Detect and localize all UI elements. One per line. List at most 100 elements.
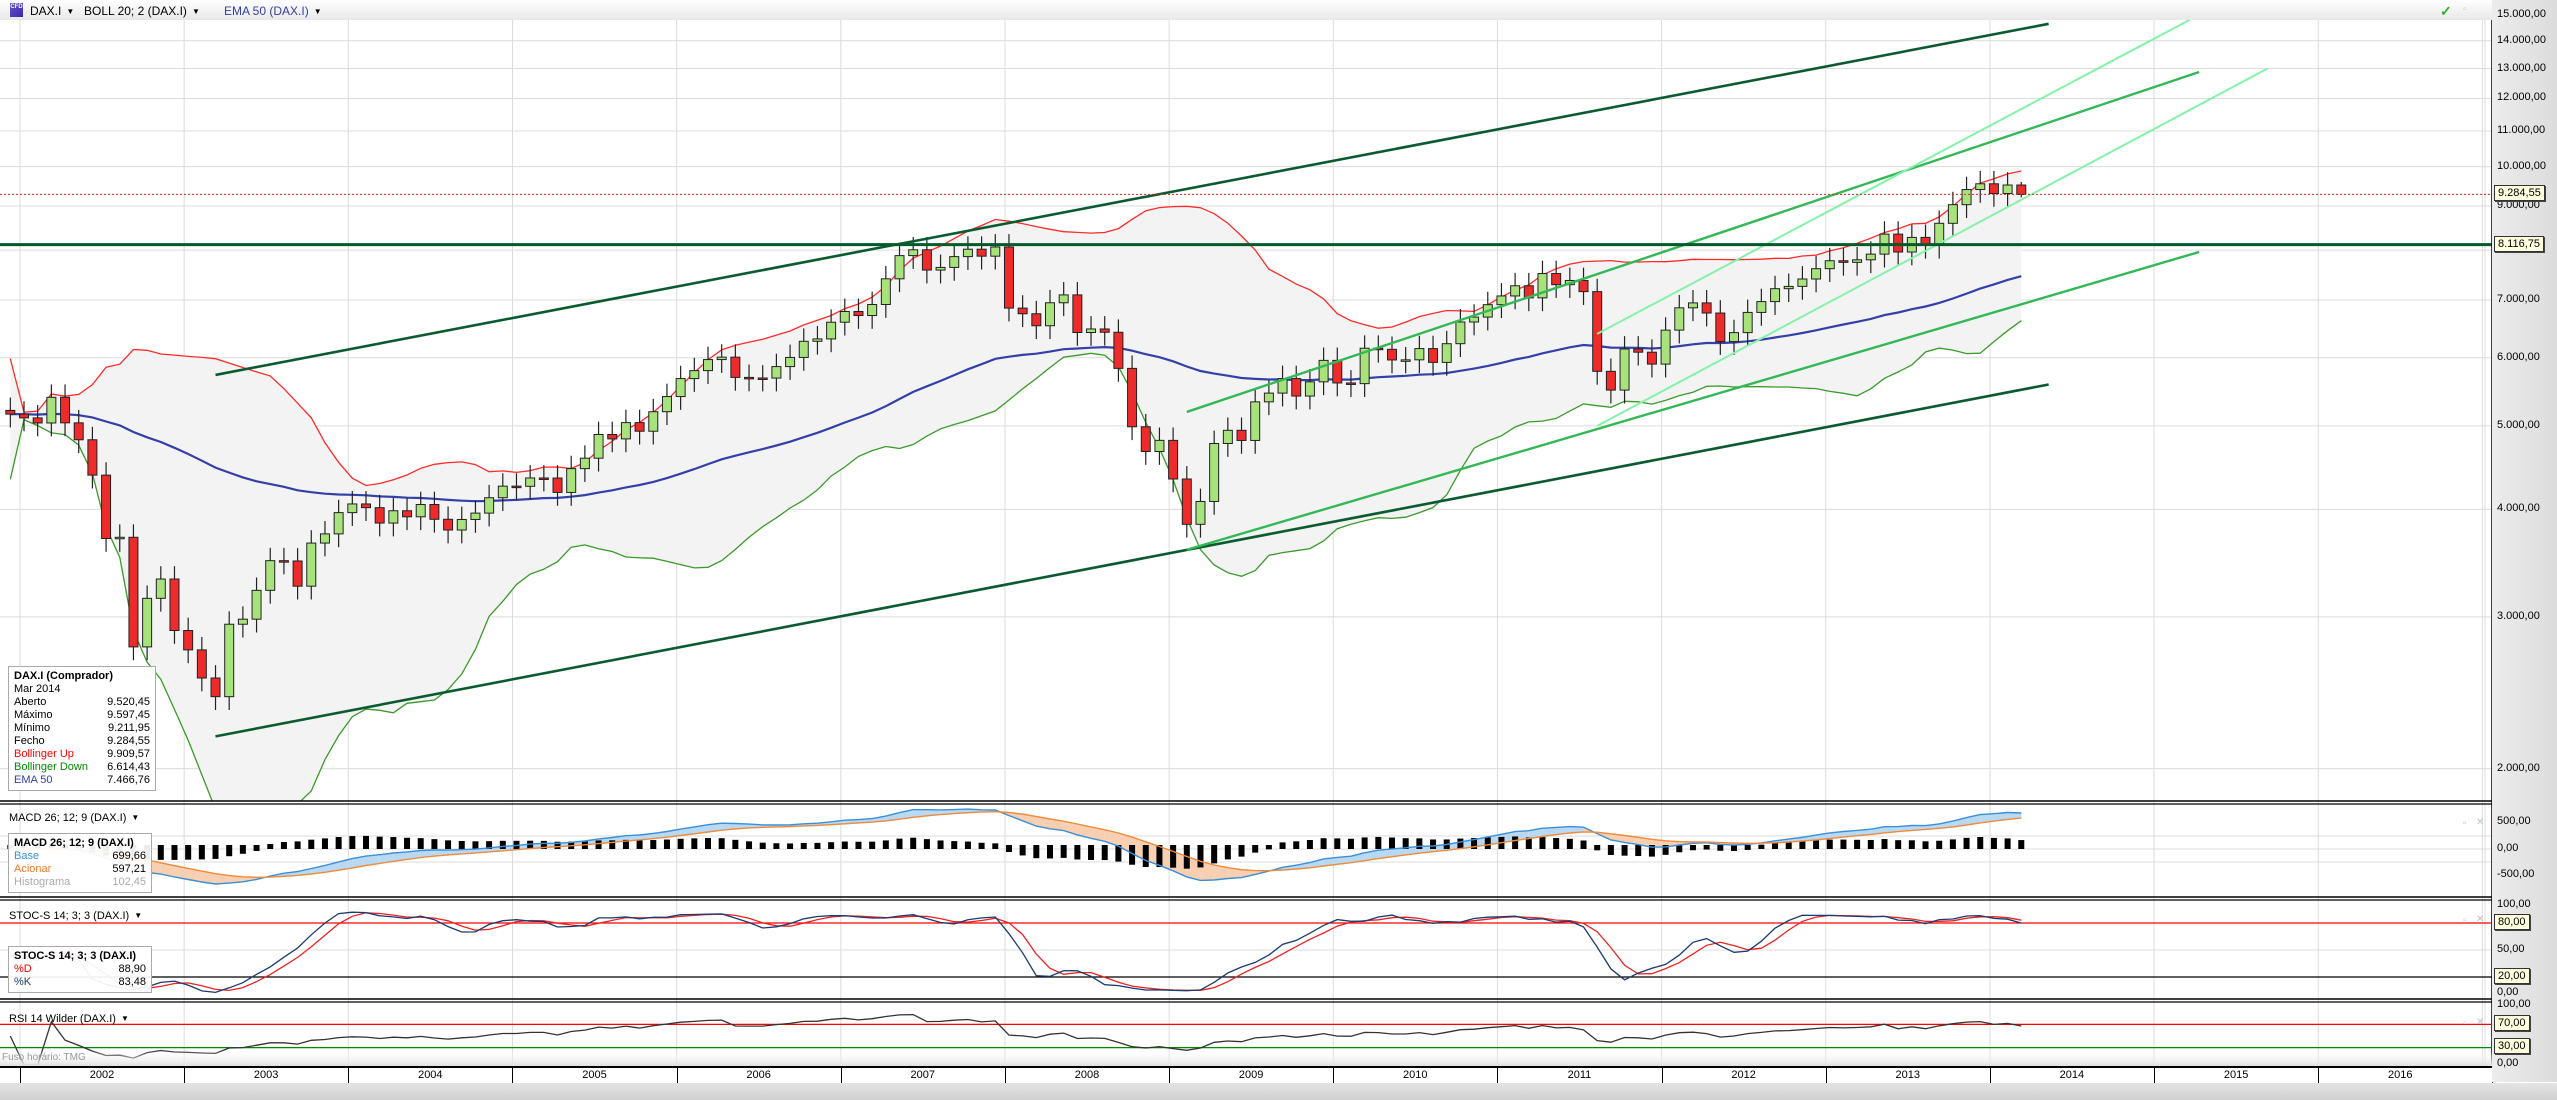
macd-histogram-bar bbox=[1389, 837, 1395, 849]
time-axis[interactable]: 2002 2003 2004 2005 2006 2007 2008 2009 2010 2011… bbox=[0, 1066, 2492, 1085]
candle bbox=[1086, 316, 1097, 346]
macd-histogram-bar bbox=[1170, 845, 1177, 868]
candle-body bbox=[1496, 295, 1507, 306]
price-tick-label: 2.000,00 bbox=[2497, 761, 2540, 774]
macd-histogram-bar bbox=[376, 836, 383, 849]
ema-dropdown[interactable]: EMA 50 (DAX.I) ▼ bbox=[224, 4, 322, 18]
year-separator bbox=[1989, 1068, 1991, 1084]
macd-dropdown[interactable]: MACD 26; 12; 9 (DAX.I) ▼ bbox=[9, 812, 139, 824]
candle-body bbox=[1838, 260, 1849, 263]
maximize-icon[interactable]: ▫ bbox=[2463, 1018, 2467, 1029]
macd-histogram-bar bbox=[1334, 838, 1341, 849]
info-label: Mínimo bbox=[14, 722, 51, 734]
candle-body bbox=[1236, 429, 1247, 441]
bollinger-band-fill bbox=[10, 171, 2022, 801]
candle-body bbox=[771, 366, 782, 379]
macd-histogram-bar bbox=[691, 838, 698, 849]
candle-body bbox=[1099, 328, 1110, 333]
horizontal-scrollbar[interactable] bbox=[0, 1083, 2557, 1100]
stoch-plot bbox=[0, 911, 2492, 994]
macd-info-box: MACD 26; 12; 9 (DAX.I) Base 699,66 Aciona… bbox=[8, 833, 152, 893]
candle-body bbox=[1332, 359, 1343, 384]
macd-histogram-bar bbox=[636, 840, 643, 849]
rsi-tick: 0,00 bbox=[2497, 1057, 2519, 1069]
info-value: 6.614,43 bbox=[107, 761, 150, 773]
year-separator bbox=[840, 1068, 842, 1084]
ema-label: EMA 50 (DAX.I) bbox=[224, 4, 309, 18]
candle-body bbox=[1072, 294, 1083, 334]
macd-histogram-bar bbox=[1621, 845, 1628, 856]
rsi-upper-level-label: 70,00 bbox=[2494, 1015, 2530, 1031]
close-icon[interactable]: ✕ bbox=[2476, 914, 2485, 925]
macd-histogram-bar bbox=[540, 840, 547, 849]
candle bbox=[579, 445, 590, 482]
candle bbox=[785, 344, 796, 380]
symbol-dropdown[interactable]: DAX.I ▼ bbox=[30, 4, 74, 18]
candle-body bbox=[60, 396, 71, 424]
price-tick-label: 3.000,00 bbox=[2497, 609, 2540, 622]
candle-body bbox=[689, 370, 700, 380]
price-tick-label: 5.000,00 bbox=[2497, 418, 2540, 431]
candle-body bbox=[1469, 316, 1480, 323]
macd-fill bbox=[1309, 858, 1324, 868]
candle-body bbox=[1578, 279, 1589, 293]
year-label: 2004 bbox=[418, 1069, 443, 1081]
candle-body bbox=[1537, 273, 1548, 299]
rsi-title: RSI 14 Wilder (DAX.I) bbox=[9, 1013, 116, 1025]
macd-histogram-bar bbox=[1662, 845, 1669, 855]
maximize-icon[interactable]: ▫ bbox=[2463, 915, 2467, 926]
macd-plot bbox=[7, 808, 2025, 885]
price-axis[interactable] bbox=[2492, 0, 2557, 1082]
candle bbox=[703, 346, 713, 384]
macd-histogram-bar bbox=[622, 839, 629, 849]
candle-body bbox=[1140, 426, 1151, 452]
maximize-icon[interactable]: ▫ bbox=[2463, 818, 2467, 829]
stoch-dropdown[interactable]: STOC-S 14; 3; 3 (DAX.I) ▼ bbox=[9, 910, 142, 922]
macd-histogram-bar bbox=[308, 839, 315, 849]
close-icon[interactable]: ✕ bbox=[2476, 817, 2485, 828]
macd-fill bbox=[201, 871, 216, 885]
macd-tick: 500,00 bbox=[2497, 815, 2531, 827]
year-separator bbox=[676, 1068, 678, 1084]
candle-body bbox=[101, 474, 112, 539]
year-separator bbox=[1661, 1068, 1663, 1084]
maximize-icon[interactable]: ▫ bbox=[2463, 4, 2467, 15]
candle-body bbox=[306, 542, 317, 587]
trendline-tool-icon[interactable]: ✓ bbox=[2440, 3, 2452, 19]
candle bbox=[798, 328, 809, 371]
candle-body bbox=[374, 507, 385, 524]
info-value: 9.909,57 bbox=[107, 748, 150, 760]
candle bbox=[1414, 335, 1425, 374]
candle bbox=[757, 365, 768, 392]
candle-body bbox=[1181, 478, 1192, 525]
candle-body bbox=[1756, 301, 1767, 313]
candle bbox=[306, 530, 317, 600]
candle-body bbox=[1961, 189, 1972, 206]
macd-histogram-bar bbox=[814, 842, 821, 849]
candle bbox=[2002, 172, 2013, 207]
candle bbox=[1811, 255, 1822, 293]
info-row-open: Aberto 9.520,45 bbox=[14, 696, 150, 709]
macd-box-title: MACD 26; 12; 9 (DAX.I) bbox=[14, 837, 134, 849]
macd-fill bbox=[1077, 824, 1092, 839]
candle-body bbox=[1304, 381, 1315, 397]
price-tick-label: 6.000,00 bbox=[2497, 350, 2540, 363]
year-separator bbox=[2154, 1068, 2156, 1084]
macd-fill bbox=[1515, 830, 1529, 841]
candle-body bbox=[456, 518, 467, 531]
rsi-dropdown[interactable]: RSI 14 Wilder (DAX.I) ▼ bbox=[9, 1013, 129, 1025]
candle bbox=[1646, 339, 1657, 378]
macd-histogram-bar bbox=[964, 841, 971, 849]
close-icon[interactable]: ✕ bbox=[2476, 1017, 2485, 1028]
candle-body bbox=[1017, 307, 1028, 315]
macd-histogram-bar bbox=[746, 841, 753, 849]
macd-histogram-bar bbox=[1197, 845, 1204, 868]
candle-body bbox=[1127, 367, 1138, 428]
macd-fill bbox=[1569, 826, 1584, 834]
candle bbox=[415, 491, 426, 531]
bollinger-dropdown[interactable]: BOLL 20; 2 (DAX.I) ▼ bbox=[84, 4, 200, 18]
candle-body bbox=[1345, 382, 1356, 385]
candle bbox=[1838, 247, 1849, 276]
candle-body bbox=[1086, 328, 1097, 334]
